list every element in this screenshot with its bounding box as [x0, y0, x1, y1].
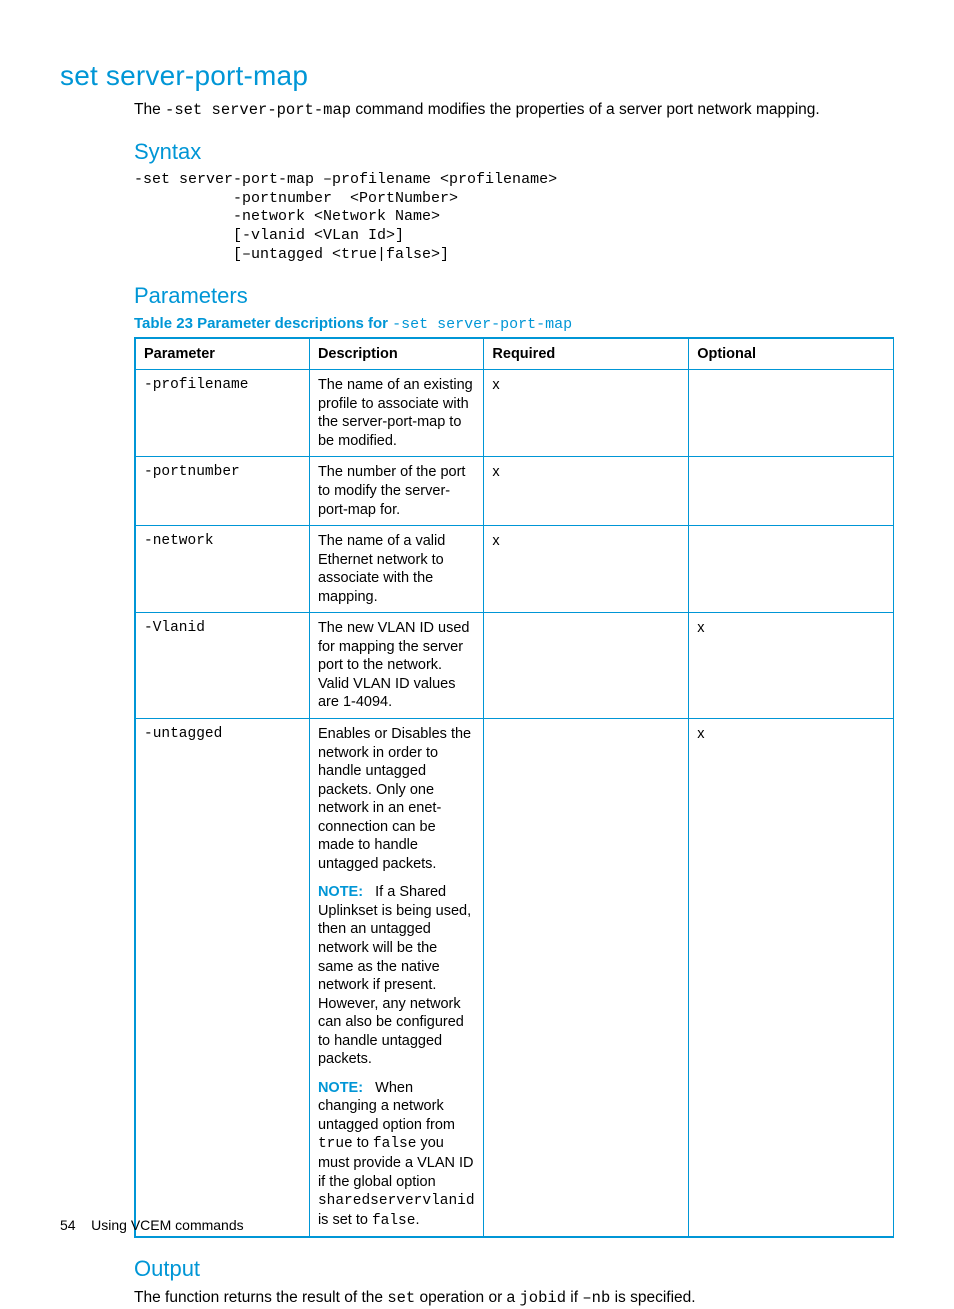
page: set server-port-map The -set server-port…	[0, 0, 954, 1271]
param-name: -portnumber	[135, 457, 309, 526]
param-required: x	[484, 370, 689, 457]
note-label: NOTE:	[318, 884, 363, 900]
note-text-post: .	[415, 1212, 419, 1228]
table-header-row: Parameter Description Required Optional	[135, 338, 894, 370]
param-required: x	[484, 526, 689, 613]
note-code: false	[373, 1136, 417, 1152]
header-required: Required	[484, 338, 689, 370]
param-name: -Vlanid	[135, 613, 309, 719]
output-mid: operation or a	[415, 1289, 519, 1306]
intro-paragraph: The -set server-port-map command modifie…	[134, 100, 894, 121]
output-heading: Output	[134, 1256, 894, 1282]
output-code: set	[387, 1289, 415, 1307]
output-post: is specified.	[610, 1289, 695, 1306]
intro-code: -set server-port-map	[165, 101, 351, 119]
table-row: -Vlanid The new VLAN ID used for mapping…	[135, 613, 894, 719]
output-code: –nb	[582, 1289, 610, 1307]
param-name: -profilename	[135, 370, 309, 457]
page-footer: 54 Using VCEM commands	[60, 1217, 244, 1233]
param-required	[484, 718, 689, 1237]
caption-bold: Table 23 Parameter descriptions for	[134, 315, 392, 332]
desc-note: NOTE: When changing a network untagged o…	[318, 1079, 475, 1230]
header-description: Description	[309, 338, 483, 370]
note-text-mid: to	[353, 1135, 373, 1151]
param-optional	[689, 370, 894, 457]
desc-note: NOTE: If a Shared Uplinkset is being use…	[318, 883, 475, 1068]
table-row: -portnumber The number of the port to mo…	[135, 457, 894, 526]
param-required	[484, 613, 689, 719]
parameters-table: Parameter Description Required Optional …	[134, 337, 894, 1239]
note-code: sharedservervlanid	[318, 1193, 475, 1209]
intro-post: command modifies the properties of a ser…	[351, 101, 820, 118]
table-row: -network The name of a valid Ethernet ne…	[135, 526, 894, 613]
note-code: true	[318, 1136, 353, 1152]
desc-text: Enables or Disables the network in order…	[318, 725, 475, 873]
param-desc: The number of the port to modify the ser…	[309, 457, 483, 526]
param-desc: Enables or Disables the network in order…	[309, 718, 483, 1237]
table-caption: Table 23 Parameter descriptions for -set…	[134, 315, 894, 333]
caption-code: -set server-port-map	[392, 316, 572, 333]
intro-pre: The	[134, 101, 165, 118]
body: The -set server-port-map command modifie…	[134, 100, 894, 1309]
note-text: If a Shared Uplinkset is being used, the…	[318, 884, 471, 1067]
footer-label: Using VCEM commands	[91, 1217, 244, 1233]
table-row: -untagged Enables or Disables the networ…	[135, 718, 894, 1237]
parameters-heading: Parameters	[134, 283, 894, 309]
param-desc: The name of a valid Ethernet network to …	[309, 526, 483, 613]
header-parameter: Parameter	[135, 338, 309, 370]
param-name: -network	[135, 526, 309, 613]
table-row: -profilename The name of an existing pro…	[135, 370, 894, 457]
syntax-heading: Syntax	[134, 139, 894, 165]
syntax-code: -set server-port-map –profilename <profi…	[134, 171, 894, 265]
param-name: -untagged	[135, 718, 309, 1237]
param-required: x	[484, 457, 689, 526]
note-text-mid: is set to	[318, 1212, 372, 1228]
param-desc: The name of an existing profile to assoc…	[309, 370, 483, 457]
note-code: false	[372, 1213, 416, 1229]
output-mid: if	[566, 1289, 582, 1306]
header-optional: Optional	[689, 338, 894, 370]
output-code: jobid	[519, 1289, 566, 1307]
param-desc: The new VLAN ID used for mapping the ser…	[309, 613, 483, 719]
note-label: NOTE:	[318, 1080, 363, 1096]
param-optional: x	[689, 718, 894, 1237]
param-optional	[689, 457, 894, 526]
page-number: 54	[60, 1217, 76, 1233]
output-pre: The function returns the result of the	[134, 1289, 387, 1306]
output-paragraph: The function returns the result of the s…	[134, 1288, 894, 1309]
section-title: set server-port-map	[60, 60, 894, 92]
param-optional: x	[689, 613, 894, 719]
param-optional	[689, 526, 894, 613]
